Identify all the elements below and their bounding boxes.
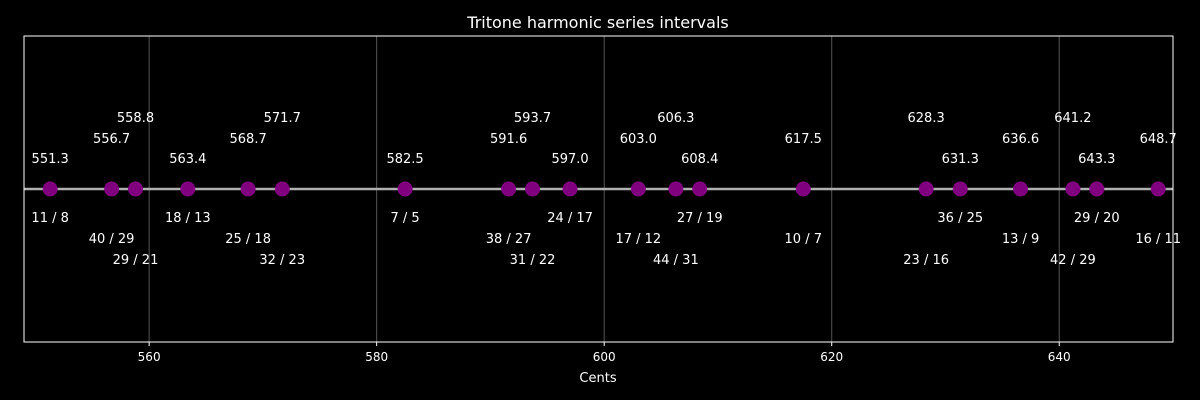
cents-label: 582.5 [386,152,423,167]
x-tick-label: 580 [365,350,388,364]
data-point [1150,181,1166,197]
cents-label: 648.7 [1140,132,1177,147]
data-point [795,181,811,197]
cents-label: 563.4 [169,152,206,167]
cents-label: 593.7 [514,111,551,126]
cents-label: 643.3 [1078,152,1115,167]
data-point [668,181,684,197]
cents-label: 631.3 [942,152,979,167]
cents-label: 597.0 [551,152,588,167]
ratio-label: 32 / 23 [259,253,305,268]
x-tick-label: 640 [1048,350,1071,364]
ratio-label: 40 / 29 [89,232,135,247]
data-point [42,181,58,197]
data-point [525,181,541,197]
cents-label: 628.3 [908,111,945,126]
cents-label: 641.2 [1054,111,1091,126]
cents-label: 558.8 [117,111,154,126]
data-point [127,181,143,197]
data-point [692,181,708,197]
cents-label: 608.4 [681,152,718,167]
data-point [104,181,120,197]
x-tick-label: 620 [820,350,843,364]
ratio-label: 27 / 19 [677,211,723,226]
ratio-label: 38 / 27 [486,232,532,247]
chart-title: Tritone harmonic series intervals [466,13,728,32]
cents-label: 571.7 [264,111,301,126]
cents-label: 603.0 [620,132,657,147]
ratio-label: 44 / 31 [653,253,699,268]
cents-label: 568.7 [230,132,267,147]
plot-frame [23,35,1174,343]
ratio-label: 18 / 13 [165,211,211,226]
ratio-label: 24 / 17 [547,211,593,226]
x-tick-label: 560 [138,350,161,364]
ratio-label: 25 / 18 [225,232,271,247]
ratio-label: 31 / 22 [510,253,556,268]
ratio-label: 10 / 7 [785,232,822,247]
cents-label: 606.3 [657,111,694,126]
cents-label: 591.6 [490,132,527,147]
ratio-label: 11 / 8 [31,211,68,226]
data-point [952,181,968,197]
ratio-label: 36 / 25 [937,211,983,226]
data-point [630,181,646,197]
data-point [918,181,934,197]
cents-label: 551.3 [32,152,69,167]
ratio-label: 29 / 21 [113,253,159,268]
ratio-label: 17 / 12 [615,232,661,247]
cents-label: 617.5 [785,132,822,147]
data-point [1089,181,1105,197]
ratio-label: 29 / 20 [1074,211,1120,226]
data-point [274,181,290,197]
data-point [501,181,517,197]
ratio-label: 13 / 9 [1002,232,1039,247]
data-point [240,181,256,197]
ratio-label: 23 / 16 [903,253,949,268]
data-point [1013,181,1029,197]
x-tick-label: 600 [593,350,616,364]
data-point [1065,181,1081,197]
x-axis-label: Cents [579,371,616,386]
cents-label: 556.7 [93,132,130,147]
ratio-label: 42 / 29 [1050,253,1096,268]
data-point [562,181,578,197]
ratio-label: 16 / 11 [1135,232,1181,247]
cents-label: 636.6 [1002,132,1039,147]
data-point [180,181,196,197]
data-points [42,181,1166,197]
data-labels: 551.3 11 / 8 556.7 40 / 29 558.8 29 / 21 563.4… [31,111,1181,268]
data-point [397,181,413,197]
x-axis-ticks: 560 580 600 620 640 [138,342,1071,364]
ratio-label: 7 / 5 [391,211,420,226]
